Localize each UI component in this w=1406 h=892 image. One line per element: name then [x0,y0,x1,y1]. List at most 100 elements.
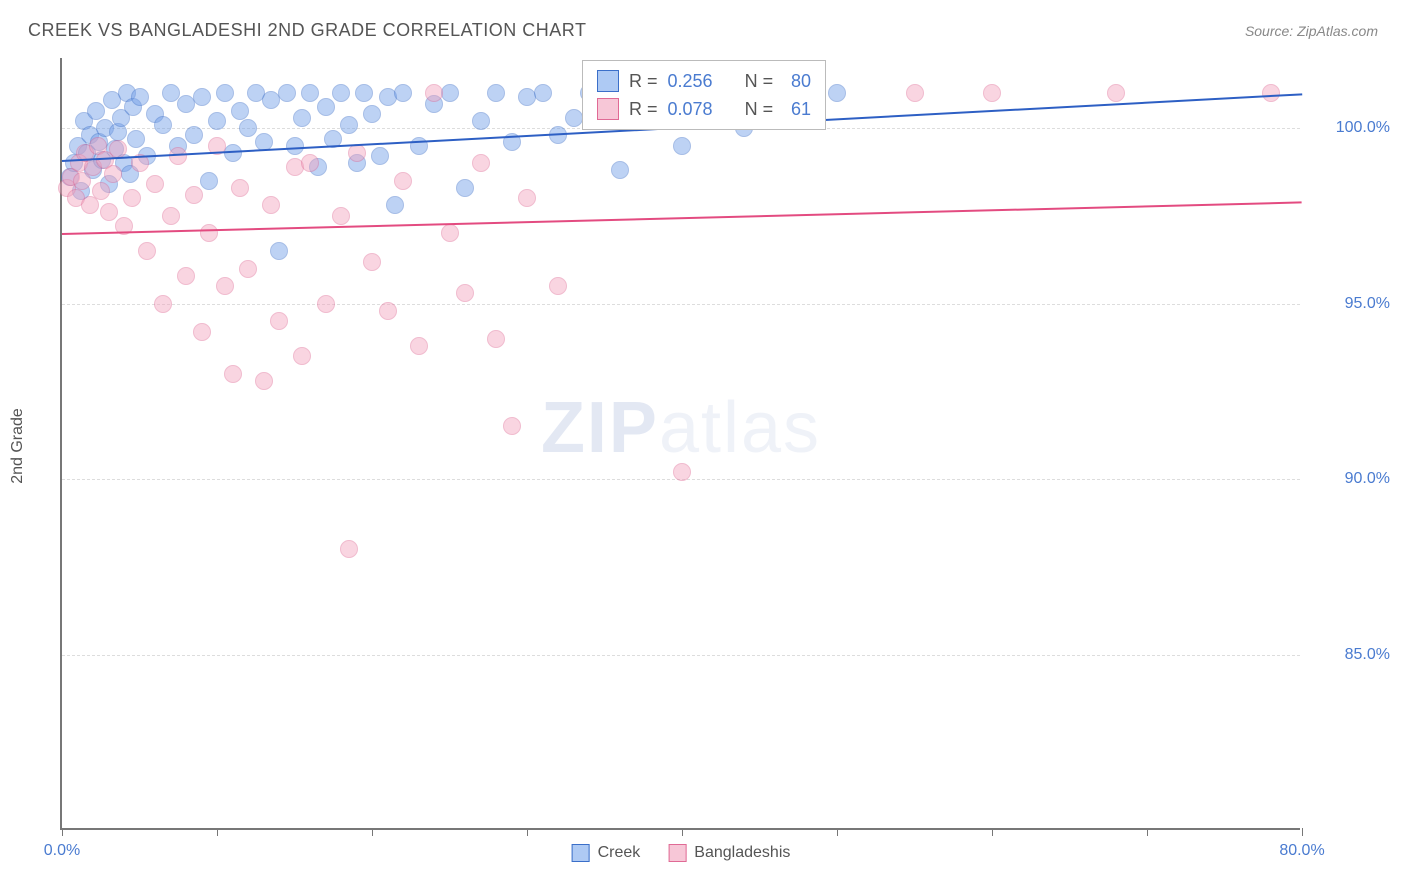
x-tick [62,828,63,836]
x-tick-label: 0.0% [44,842,80,860]
series-legend-item: Bangladeshis [668,844,790,862]
scatter-point [456,179,474,197]
scatter-point [286,137,304,155]
scatter-point [270,312,288,330]
scatter-point [154,116,172,134]
scatter-point [565,109,583,127]
r-label: R = [629,67,658,95]
scatter-point [441,84,459,102]
scatter-point [673,463,691,481]
scatter-point [169,147,187,165]
scatter-point [278,84,296,102]
r-label: R = [629,95,658,123]
scatter-point [906,84,924,102]
scatter-point [293,347,311,365]
scatter-point [231,102,249,120]
scatter-point [1107,84,1125,102]
source-label: Source: ZipAtlas.com [1245,23,1378,39]
scatter-point [332,207,350,225]
scatter-point [317,295,335,313]
scatter-point [332,84,350,102]
scatter-point [87,102,105,120]
scatter-point [340,116,358,134]
scatter-point [127,130,145,148]
chart-header: CREEK VS BANGLADESHI 2ND GRADE CORRELATI… [28,20,1378,41]
scatter-point [177,267,195,285]
scatter-point [200,224,218,242]
r-value: 0.078 [668,95,713,123]
series-name: Bangladeshis [694,844,790,862]
scatter-point [394,172,412,190]
scatter-point [109,140,127,158]
scatter-point [828,84,846,102]
scatter-point [224,365,242,383]
scatter-point [262,196,280,214]
n-value: 61 [783,95,811,123]
chart-title: CREEK VS BANGLADESHI 2ND GRADE CORRELATI… [28,20,586,41]
x-tick-label: 80.0% [1279,842,1324,860]
scatter-point [386,196,404,214]
scatter-point [534,84,552,102]
scatter-point [270,242,288,260]
scatter-point [185,126,203,144]
legend-swatch [668,844,686,862]
scatter-point [410,137,428,155]
stats-legend-row: R =0.078N =61 [597,95,811,123]
scatter-point [503,417,521,435]
scatter-point [456,284,474,302]
watermark: ZIPatlas [541,387,821,469]
scatter-point [363,105,381,123]
scatter-point [131,88,149,106]
legend-swatch [572,844,590,862]
stats-legend: R =0.256N =80R =0.078N =61 [582,60,826,130]
scatter-point [379,302,397,320]
scatter-point [301,84,319,102]
y-axis-label: 2nd Grade [9,408,27,484]
scatter-point [355,84,373,102]
scatter-point [410,337,428,355]
scatter-point [208,112,226,130]
x-tick [217,828,218,836]
y-tick-label: 85.0% [1310,646,1390,664]
chart-plot-area: ZIPatlas 85.0%90.0%95.0%100.0%0.0%80.0%R… [60,58,1300,830]
x-tick [1147,828,1148,836]
x-tick [372,828,373,836]
scatter-point [231,179,249,197]
scatter-point [104,165,122,183]
r-value: 0.256 [668,67,713,95]
scatter-point [1262,84,1280,102]
scatter-point [340,540,358,558]
x-tick [682,828,683,836]
scatter-point [611,161,629,179]
gridline-h [62,655,1300,656]
scatter-point [363,253,381,271]
x-tick [527,828,528,836]
n-label: N = [745,67,774,95]
x-tick [837,828,838,836]
scatter-point [518,189,536,207]
scatter-point [425,84,443,102]
scatter-point [983,84,1001,102]
scatter-point [193,88,211,106]
scatter-point [185,186,203,204]
gridline-h [62,304,1300,305]
scatter-point [317,98,335,116]
scatter-point [216,277,234,295]
scatter-point [138,242,156,260]
scatter-point [200,172,218,190]
n-value: 80 [783,67,811,95]
scatter-point [123,189,141,207]
scatter-point [100,203,118,221]
scatter-point [255,372,273,390]
x-tick [992,828,993,836]
scatter-point [441,224,459,242]
x-tick [1302,828,1303,836]
y-tick-label: 90.0% [1310,470,1390,488]
trend-line [62,202,1302,236]
scatter-point [549,277,567,295]
scatter-point [154,295,172,313]
scatter-point [193,323,211,341]
scatter-point [673,137,691,155]
scatter-point [146,175,164,193]
scatter-point [487,330,505,348]
